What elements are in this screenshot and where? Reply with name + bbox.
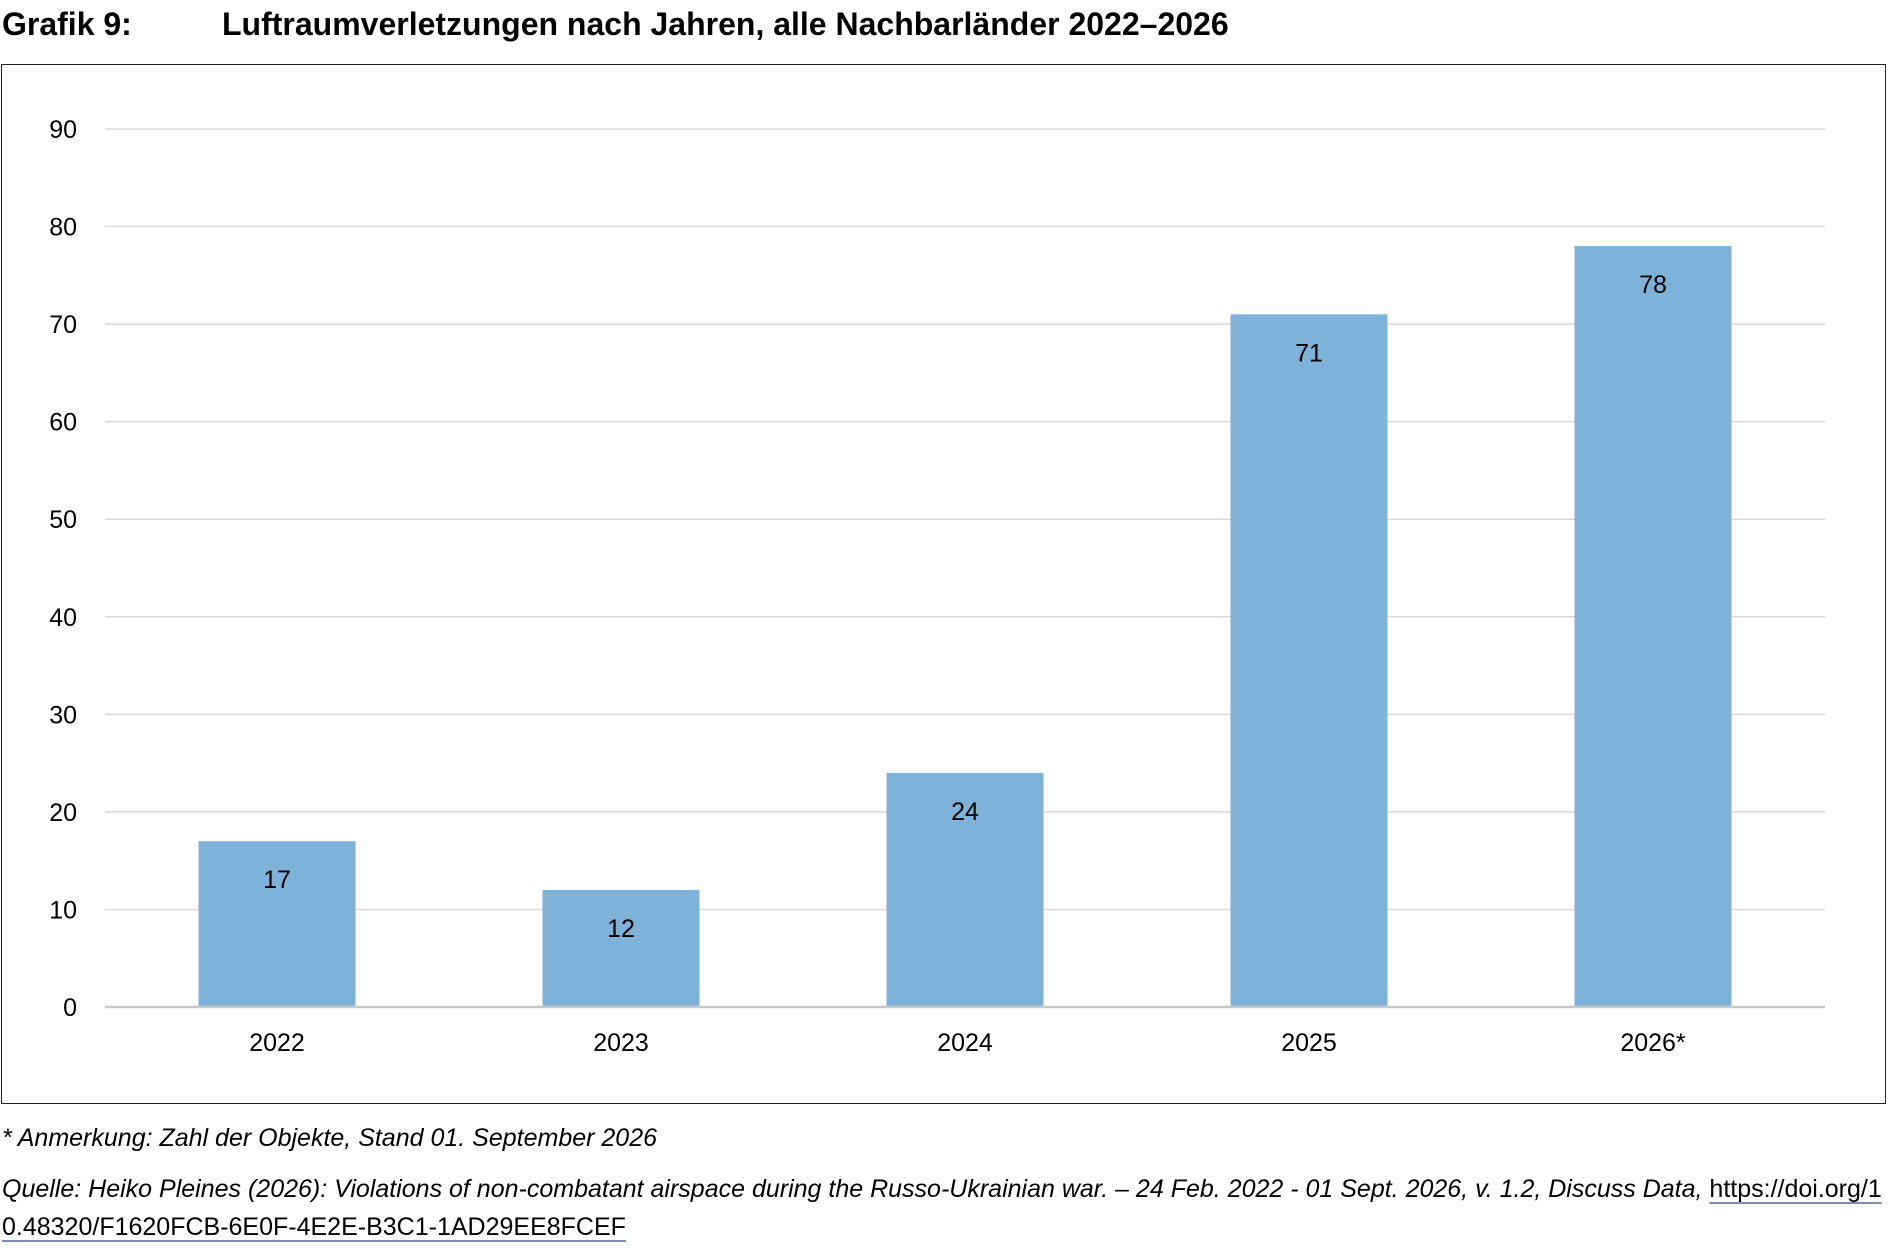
bar [542,889,700,1007]
source-doi-link[interactable]: https://doi.org/10.48320/F1620FCB-6E0F-4… [2,1175,1882,1241]
bar [198,841,356,1007]
x-tick-label: 2023 [593,1029,649,1057]
figure-label: Grafik 9: [2,6,132,42]
chart-title: Luftraumverletzungen nach Jahren, alle N… [222,6,1229,42]
y-tick-label: 90 [49,116,77,144]
data-label: 17 [263,866,291,894]
bar [886,772,1044,1007]
x-tick-label: 2022 [249,1029,305,1057]
footnote: * Anmerkung: Zahl der Objekte, Stand 01.… [2,1124,658,1152]
y-tick-label: 30 [49,701,77,729]
source-text: Quelle: Heiko Pleines (2026): Violations… [2,1175,1710,1203]
y-tick-label: 20 [49,799,77,827]
chart-frame: 0 10 20 30 40 50 60 70 80 90 17 2022 12 2023 24 2024 71 2… [1,64,1886,1104]
y-tick-label: 80 [49,214,77,242]
y-tick-label: 10 [49,896,77,924]
data-label: 78 [1639,271,1667,299]
y-tick-label: 70 [49,311,77,339]
data-label: 12 [607,915,635,943]
y-tick-label: 50 [49,506,77,534]
bar [1230,314,1388,1007]
x-tick-label: 2026* [1620,1029,1686,1057]
bar [1574,246,1732,1008]
data-label: 71 [1295,339,1323,367]
source-citation: Quelle: Heiko Pleines (2026): Violations… [2,1170,1886,1246]
y-tick-label: 40 [49,604,77,632]
x-tick-label: 2025 [1281,1029,1337,1057]
y-tick-label: 60 [49,409,77,437]
y-tick-label: 0 [63,994,77,1022]
bar-chart: 0 10 20 30 40 50 60 70 80 90 17 2022 12 2023 24 2024 71 2… [49,116,1825,1057]
data-label: 24 [951,798,979,826]
x-tick-label: 2024 [937,1029,993,1057]
